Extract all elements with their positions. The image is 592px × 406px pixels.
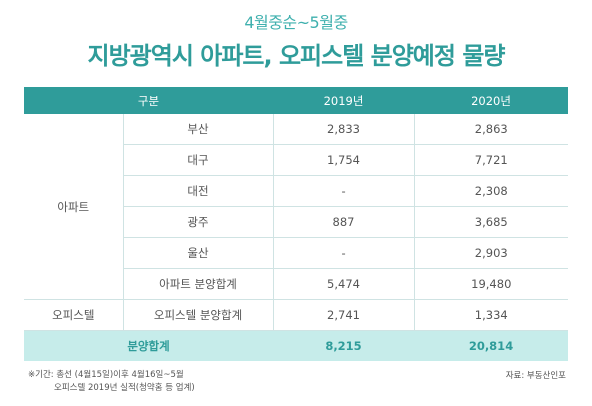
- value-2019: 887: [273, 206, 415, 238]
- total-2020: 20,814: [414, 330, 569, 361]
- total-row: 분양합계 8,215 20,814: [24, 330, 569, 361]
- value-2020: 2,308: [414, 175, 569, 207]
- row-label: 울산: [123, 237, 274, 269]
- value-2019: 5,474: [273, 268, 415, 300]
- value-2020: 3,685: [414, 206, 569, 238]
- value-2019: -: [273, 237, 415, 269]
- table-row: 오피스텔 오피스텔 분양합계 2,741 1,334: [24, 299, 569, 331]
- table-row: 아파트 부산 2,833 2,863: [24, 114, 569, 300]
- value-2020: 7,721: [414, 144, 569, 176]
- value-2019: -: [273, 175, 415, 207]
- footnote-line-2: 오피스텔 2019년 실적(청약홈 등 업계): [54, 383, 195, 393]
- value-2020: 1,334: [414, 299, 569, 331]
- row-label: 대전: [123, 175, 274, 207]
- subtitle: 4월중순~5월중: [244, 13, 348, 32]
- value-2020: 2,863: [414, 114, 569, 145]
- page-title: 지방광역시 아파트, 오피스텔 분양예정 물량: [87, 42, 506, 70]
- total-2019: 8,215: [273, 330, 415, 361]
- row-label: 부산: [123, 114, 274, 145]
- value-2019: 2,833: [273, 114, 415, 145]
- header-category: 구분: [24, 87, 274, 114]
- header-2019: 2019년: [273, 87, 415, 114]
- source-note: 자료: 부동산인포: [505, 371, 566, 381]
- table-header-row: 구분 2019년 2020년: [24, 87, 569, 114]
- footnote-line-1: ※기간: 총선 (4월15일)이후 4월16일~5월: [28, 370, 184, 380]
- value-2020: 19,480: [414, 268, 569, 300]
- table-row: 대전 - 2,308: [24, 175, 569, 207]
- value-2019: 2,741: [273, 299, 415, 331]
- row-label: 광주: [123, 206, 274, 238]
- row-label: 대구: [123, 144, 274, 176]
- header-2020: 2020년: [414, 87, 569, 114]
- value-2019: 1,754: [273, 144, 415, 176]
- row-label: 아파트 분양합계: [123, 268, 274, 300]
- total-label: 분양합계: [24, 330, 274, 361]
- row-label: 오피스텔 분양합계: [123, 299, 274, 331]
- group-label-apartment: 아파트: [24, 114, 124, 300]
- table-row: 광주 887 3,685: [24, 206, 569, 238]
- table-row: 울산 - 2,903: [24, 237, 569, 269]
- value-2020: 2,903: [414, 237, 569, 269]
- table-row: 대구 1,754 7,721: [24, 144, 569, 176]
- table-row: 아파트 분양합계 5,474 19,480: [24, 268, 569, 300]
- group-label-officetel: 오피스텔: [24, 299, 124, 331]
- supply-table: 구분 2019년 2020년 아파트 부산 2,833 2,863 대구 1,7…: [24, 87, 569, 361]
- footnote: ※기간: 총선 (4월15일)이후 4월16일~5월 오피스텔 2019년 실적…: [28, 369, 195, 395]
